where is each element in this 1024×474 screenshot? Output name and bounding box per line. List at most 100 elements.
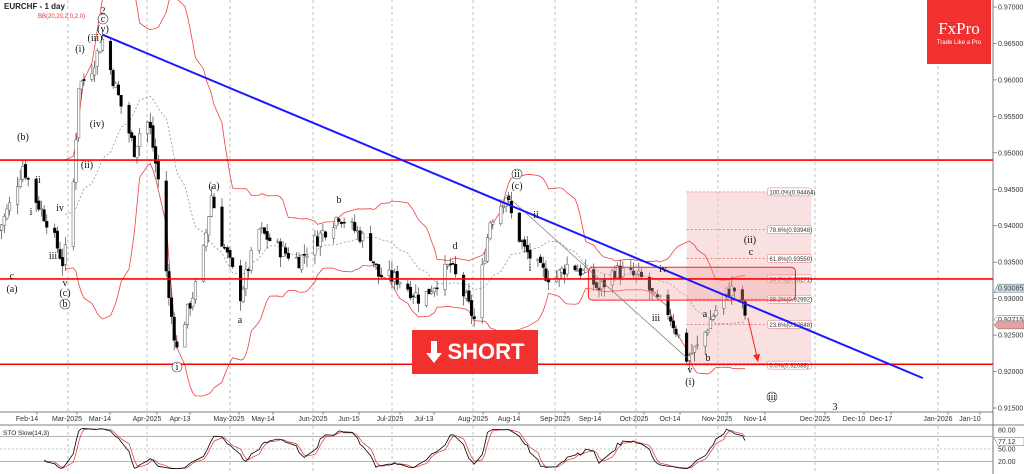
candle-down	[246, 269, 251, 272]
wave-label: (i)	[75, 44, 84, 55]
candle-up	[488, 222, 492, 239]
grid-lines	[67, 0, 939, 474]
projection-arrow	[747, 317, 758, 358]
candle-up	[714, 310, 718, 316]
candle-up	[276, 240, 280, 243]
candle-up	[294, 256, 298, 259]
time-tick-label: Feb-14	[16, 416, 38, 423]
candle-up	[71, 181, 75, 247]
candle-up	[16, 186, 20, 205]
stochastic-panel: 80.00 50.00 20.00 77.12	[0, 424, 1024, 470]
stochastic-level-label: 50.00	[998, 447, 1016, 454]
candle-up	[706, 330, 710, 334]
candle-down	[379, 275, 383, 278]
time-tick-label: Sep-2025	[540, 416, 570, 423]
candle-up	[499, 205, 503, 224]
candle-down	[116, 84, 120, 96]
wave-label: ii	[533, 210, 539, 221]
wave-label: ii	[514, 169, 520, 180]
bb-lower-band	[65, 162, 746, 397]
candle-down	[223, 247, 227, 249]
time-tick-label: Aug-2025	[458, 416, 488, 423]
bb-upper-band	[65, 0, 746, 281]
candle-up	[658, 295, 662, 297]
candle-down	[451, 263, 455, 265]
candle-down	[578, 268, 582, 276]
candle-down	[685, 332, 689, 362]
candle-up	[193, 281, 197, 300]
stochastic-value-tag	[993, 437, 1024, 446]
candle-up	[414, 292, 418, 298]
candle-down	[268, 237, 272, 242]
wave-label: c	[101, 14, 106, 25]
candle-down	[462, 274, 466, 297]
logo-tagline: Trade Like a Pro	[936, 40, 982, 46]
time-tick-label: Mar-2025	[52, 416, 82, 423]
wave-label: (iii)	[88, 33, 103, 44]
candle-down	[225, 247, 229, 253]
candle-up	[313, 235, 317, 256]
wave-label-circle	[171, 361, 183, 373]
candle-down	[220, 206, 224, 247]
price-tick-label: 0.95500	[998, 114, 1023, 121]
stochastic-level-label: 80.00	[998, 427, 1016, 434]
wave-label: (c)	[59, 288, 70, 299]
candle-down	[58, 249, 62, 259]
candle-up	[93, 67, 97, 76]
wave-label: v	[63, 278, 68, 289]
chart-title: EURCHF - 1 day	[4, 2, 65, 11]
wave-label: iii	[652, 313, 661, 324]
candle-up	[483, 260, 487, 264]
candle-up	[355, 230, 359, 233]
candle-up	[581, 270, 585, 274]
candle-down	[371, 261, 375, 264]
fib-level-label: 100.0%(0.94464)	[769, 190, 815, 196]
candle-down	[286, 252, 290, 259]
wave-label: iv	[659, 264, 667, 275]
candle-down	[669, 316, 673, 322]
candle-up	[687, 355, 691, 361]
time-tick-label: Jan-2026	[923, 416, 952, 423]
candle-up	[491, 221, 495, 225]
candle-down	[53, 227, 57, 233]
price-tag-label: 0.92715	[998, 317, 1023, 324]
candle-down	[188, 303, 192, 309]
wave-label: iv	[56, 203, 64, 214]
candle-down	[517, 212, 521, 242]
time-tick-label: Dec-10	[843, 416, 866, 423]
candle-down	[61, 257, 65, 267]
candle-down	[544, 268, 548, 281]
wave-label: i	[30, 207, 33, 218]
time-tick-label: Jun-2025	[298, 416, 327, 423]
candle-down	[45, 221, 49, 228]
short-signal-banner: SHORT	[412, 330, 538, 374]
stochastic-level-label: 20.00	[998, 459, 1016, 466]
wave-label: a	[703, 309, 708, 320]
candle-down	[297, 256, 301, 269]
candle-up	[393, 272, 397, 282]
price-tick-label: 0.96500	[998, 41, 1023, 48]
candle-down	[154, 146, 158, 164]
candle-down	[37, 200, 41, 210]
price-tick-label: 0.92000	[998, 369, 1023, 376]
time-tick-label: Dec-17	[870, 416, 893, 423]
candle-up	[39, 208, 44, 211]
candle-down	[528, 250, 532, 259]
candle-down	[167, 271, 171, 298]
candle-up	[331, 227, 336, 239]
arrow-down-icon	[425, 341, 442, 363]
time-tick-label: May-14	[251, 416, 274, 423]
candle-down	[454, 264, 458, 275]
candle-down	[316, 236, 320, 247]
price-tick-label: 0.92500	[998, 333, 1023, 340]
wave-label: a	[238, 315, 243, 326]
candle-up	[257, 228, 261, 251]
candle-down	[395, 271, 399, 285]
wave-label: (iv)	[90, 119, 104, 130]
time-tick-label: Oct-14	[659, 416, 680, 423]
candle-down	[539, 256, 543, 263]
wave-label: i	[529, 263, 532, 274]
fib-level-label: 0.0%(0.92088)	[769, 364, 808, 370]
wave-label: d	[453, 241, 458, 252]
